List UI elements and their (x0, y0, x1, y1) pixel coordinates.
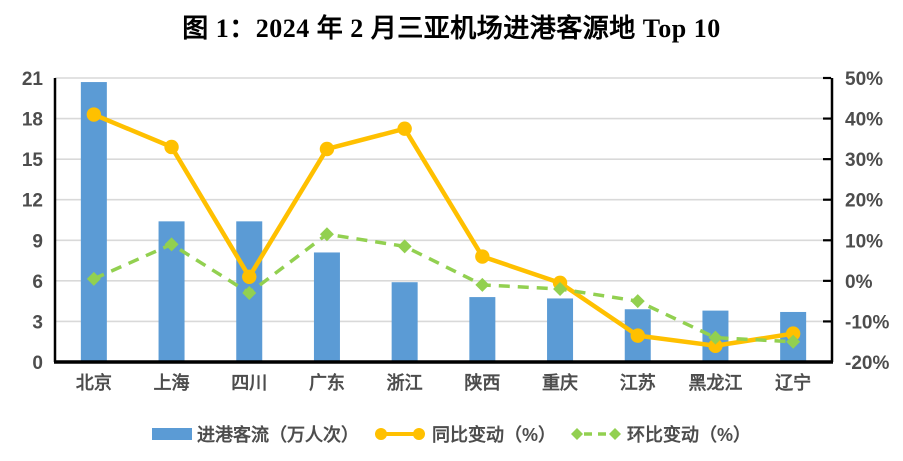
mom-marker (786, 334, 801, 349)
yoy-series-swatch-icon (374, 428, 425, 440)
category-label: 辽宁 (775, 372, 811, 393)
legend-item-mom-series: 环比变动（%） (570, 421, 751, 447)
mom-swatch-diamond-right (609, 428, 621, 440)
mom-marker (319, 227, 334, 242)
legend-label-bar-series: 进港客流（万人次） (196, 425, 359, 445)
bar (547, 298, 574, 362)
bar (313, 252, 340, 362)
right-axis-tick-label: -20% (845, 353, 889, 374)
right-axis-tick-label: 50% (845, 69, 883, 90)
mom-marker (242, 286, 257, 301)
left-axis-tick-label: 0 (32, 353, 43, 374)
bar (80, 82, 107, 363)
yoy-marker (475, 249, 490, 264)
yoy-line (92, 112, 794, 349)
right-axis-tick-label: 10% (845, 231, 883, 252)
yoy-marker (164, 139, 179, 155)
category-label: 江苏 (620, 372, 656, 393)
right-axis-tick-label: -10% (845, 312, 889, 333)
category-label: 陕西 (464, 372, 500, 393)
left-axis-tick-label: 9 (32, 231, 43, 252)
yoy-marker (397, 121, 412, 136)
bar (391, 282, 418, 362)
right-axis-tick-label: 0% (845, 272, 873, 293)
yoy-marker (242, 269, 257, 284)
right-axis-tick-label: 20% (845, 191, 883, 212)
mom-marker (475, 277, 490, 292)
bar (469, 297, 496, 362)
mom-swatch-diamond-left (571, 428, 583, 440)
yoy-marker (708, 338, 723, 353)
left-axis-tick-label: 12 (22, 191, 43, 212)
category-label: 四川 (231, 373, 267, 393)
mom-marker (630, 294, 645, 309)
mom-marker (164, 237, 179, 252)
right-axis-tick-label: 40% (845, 110, 883, 131)
left-axis-tick-label: 21 (22, 69, 44, 90)
legend-item-bar-series: 进港客流（万人次） (151, 421, 359, 447)
category-label: 重庆 (542, 372, 578, 393)
chart-legend: 进港客流（万人次） 同比变动（%） 环比变动（%） (0, 421, 903, 447)
mom-marker (708, 330, 723, 345)
category-label: 黑龙江 (688, 372, 742, 393)
category-label: 北京 (76, 372, 112, 393)
left-axis-tick-label: 6 (32, 272, 43, 293)
yoy-marker (630, 328, 645, 343)
combo-chart-plot-area: -20% -10% 0% 10% 20% 30% 40% 50% 0 3 6 9 12 15 18 21 北京 上… (22, 69, 890, 393)
bar-swatch-rect (151, 428, 192, 440)
left-axis-tick-label: 18 (22, 110, 43, 131)
yoy-marker (86, 107, 102, 122)
yoy-marker (319, 141, 335, 157)
bar-series-swatch-icon (151, 428, 192, 440)
yoy-swatch-dot-left (374, 428, 387, 440)
yoy-swatch-dot-right (412, 428, 425, 440)
legend-item-yoy-series: 同比变动（%） (373, 421, 556, 447)
chart-title: 图 1：2024 年 2 月三亚机场进港客源地 Top 10 (182, 14, 721, 43)
mom-marker (553, 281, 568, 296)
category-label: 浙江 (387, 372, 423, 393)
category-label: 上海 (154, 372, 190, 393)
left-axis-tick-label: 3 (32, 312, 43, 333)
right-axis-tick-label: 30% (845, 150, 883, 171)
mom-series-swatch-icon (571, 428, 621, 440)
yoy-marker (785, 326, 801, 341)
legend-label-yoy-series: 同比变动（%） (431, 425, 556, 445)
mom-marker (86, 271, 101, 286)
mom-line (93, 232, 794, 344)
left-axis-tick-label: 15 (22, 150, 44, 171)
legend-label-mom-series: 环比变动（%） (627, 425, 752, 445)
mom-marker (397, 239, 412, 254)
category-label: 广东 (309, 372, 345, 393)
